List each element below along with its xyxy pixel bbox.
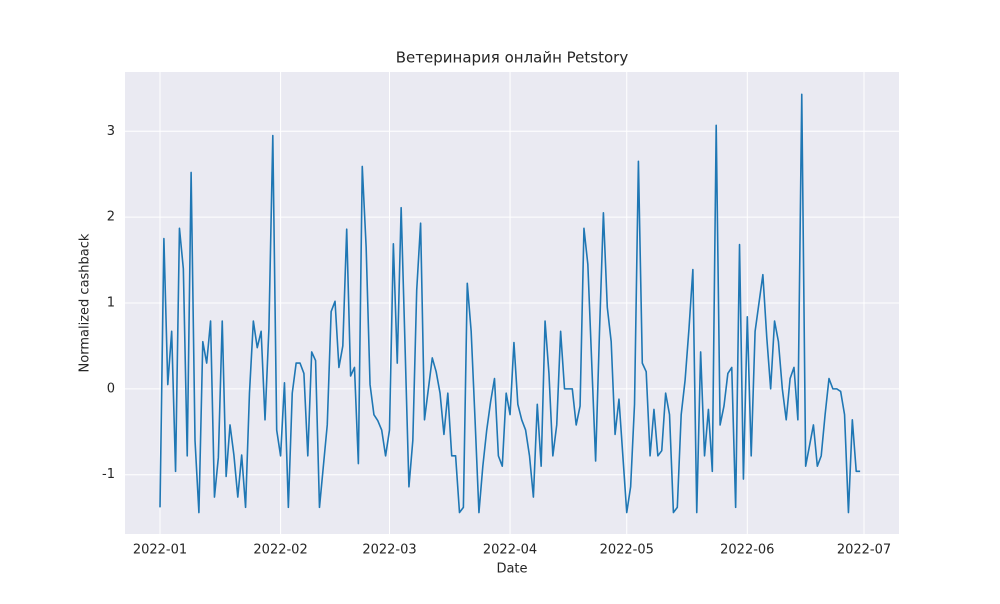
y-tick-label: 1 — [107, 296, 115, 311]
y-tick-label: 2 — [107, 210, 115, 225]
data-line — [159, 93, 861, 514]
x-axis-label: Date — [496, 562, 527, 577]
y-tick-label: -1 — [102, 467, 115, 482]
x-tick-label: 2022-05 — [600, 543, 654, 558]
x-tick-label: 2022-07 — [837, 543, 891, 558]
y-axis-label: Normalized cashback — [78, 233, 93, 372]
x-tick-label: 2022-04 — [483, 543, 537, 558]
chart-title: Ветеринария онлайн Petstory — [396, 49, 629, 67]
y-tick-label: 0 — [107, 381, 115, 396]
y-tick-label: 3 — [107, 124, 115, 139]
x-tick-label: 2022-03 — [362, 543, 416, 558]
x-tick-label: 2022-01 — [133, 543, 187, 558]
x-tick-label: 2022-02 — [253, 543, 307, 558]
x-tick-label: 2022-06 — [720, 543, 774, 558]
